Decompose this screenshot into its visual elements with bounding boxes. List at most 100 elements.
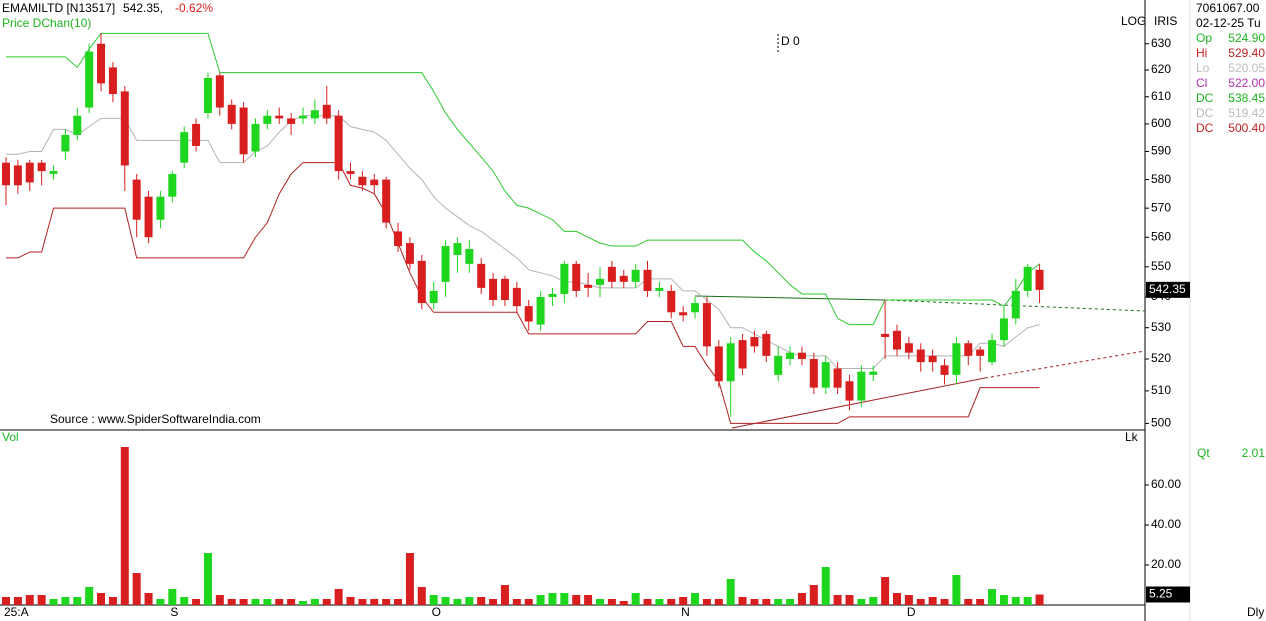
volume-title: Vol: [2, 430, 19, 444]
y-tick-label: 520: [1151, 351, 1171, 365]
volume-bar: [691, 593, 700, 605]
volume-bar: [322, 599, 331, 605]
y-tick-label: 580: [1151, 172, 1171, 186]
candle-body: [655, 287, 664, 291]
y-tick-label: 500: [1151, 416, 1171, 430]
candle-body: [287, 118, 296, 124]
volume-bar: [1023, 597, 1032, 605]
volume-bar: [679, 597, 688, 605]
info-label: DC: [1196, 91, 1214, 105]
candle-body: [322, 104, 331, 119]
volume-tag: 5.25: [1149, 587, 1173, 601]
candle-body: [2, 162, 10, 186]
volume-bar: [714, 599, 723, 605]
volume-bar: [239, 599, 248, 605]
channel-line: [6, 32, 1040, 326]
candle-body: [726, 343, 735, 382]
volume-bar: [251, 599, 260, 605]
candle-body: [952, 343, 961, 375]
candle-body: [227, 104, 236, 124]
trend-line: [884, 299, 1146, 312]
volume-bar: [85, 587, 94, 605]
volume-bar: [500, 585, 509, 605]
y-tick-label: 620: [1151, 62, 1171, 76]
volume-bar: [786, 599, 795, 605]
candle-body: [928, 355, 937, 363]
volume-bar: [465, 597, 474, 605]
info-label: DC: [1196, 106, 1214, 120]
candle-body: [108, 67, 117, 95]
volume-bar: [643, 599, 652, 605]
volume-bar: [73, 597, 82, 605]
candle-body: [500, 278, 509, 301]
price-tag: 542.35: [1149, 282, 1186, 296]
volume-bar: [144, 593, 153, 605]
volume-bar: [334, 589, 343, 605]
volume-bar: [417, 587, 426, 605]
candle-body: [512, 287, 521, 307]
volume-bar: [940, 599, 949, 605]
candle-body: [37, 162, 46, 172]
candle-body: [643, 269, 652, 291]
candle-body: [49, 171, 58, 174]
y-tick-label: 20.00: [1151, 557, 1181, 571]
candle-body: [358, 176, 367, 186]
candle-body: [691, 303, 700, 313]
candle-body: [334, 115, 343, 172]
candle-body: [869, 371, 878, 375]
volume-bar: [904, 595, 913, 605]
candle-body: [893, 330, 901, 350]
candle-body: [809, 358, 818, 388]
source: Source : www.SpiderSoftwareIndia.com: [50, 412, 261, 426]
candle-body: [1035, 269, 1044, 290]
candle-body: [61, 134, 70, 152]
volume-bar: [358, 599, 367, 605]
volume-bar: [596, 599, 604, 605]
candle-body: [1023, 266, 1032, 291]
volume-bar: [631, 593, 640, 605]
volume-bar: [916, 599, 925, 605]
candle-body: [964, 343, 973, 356]
candle-body: [477, 263, 486, 288]
candle-body: [821, 362, 830, 388]
candle-body: [702, 303, 711, 347]
candle-body: [239, 107, 248, 155]
scale-label: LOG: [1121, 14, 1146, 28]
candle-body: [120, 91, 129, 166]
y-tick-label: 610: [1151, 89, 1171, 103]
info-value: 524.90: [1228, 31, 1265, 45]
volume-bar: [797, 593, 806, 605]
volume-bar: [893, 593, 901, 605]
info-value: 529.40: [1228, 46, 1265, 60]
x-tick-label: 25:A: [4, 605, 29, 619]
volume-bar: [999, 595, 1008, 605]
cursor-label: D 0: [781, 34, 800, 48]
volume-bar: [512, 599, 521, 605]
candle-body: [429, 290, 438, 304]
candle-body: [346, 171, 355, 174]
volume-bar: [833, 595, 842, 605]
channel-line: [6, 115, 1040, 369]
volume-bar: [263, 599, 272, 605]
volume-bar: [453, 599, 462, 605]
y-tick-label: 510: [1151, 383, 1171, 397]
volume-tag-bg: [1146, 586, 1190, 603]
volume-bar: [441, 597, 450, 605]
price: 542.35,: [123, 1, 163, 15]
volume-bar: [168, 589, 177, 605]
candle-body: [845, 381, 854, 401]
volume-bar: [607, 599, 616, 605]
change: -0.62%: [175, 1, 213, 15]
volume-bar: [108, 597, 117, 605]
volume-bar: [156, 599, 165, 605]
candle-body: [988, 340, 997, 363]
volume-bar: [857, 599, 866, 605]
info-value: 500.40: [1228, 121, 1265, 135]
candle-body: [738, 340, 747, 369]
candle-body: [168, 173, 177, 197]
candle-body: [976, 349, 985, 356]
volume-bar: [310, 599, 319, 605]
volume-bar: [180, 597, 189, 605]
volume-bar: [37, 595, 46, 605]
